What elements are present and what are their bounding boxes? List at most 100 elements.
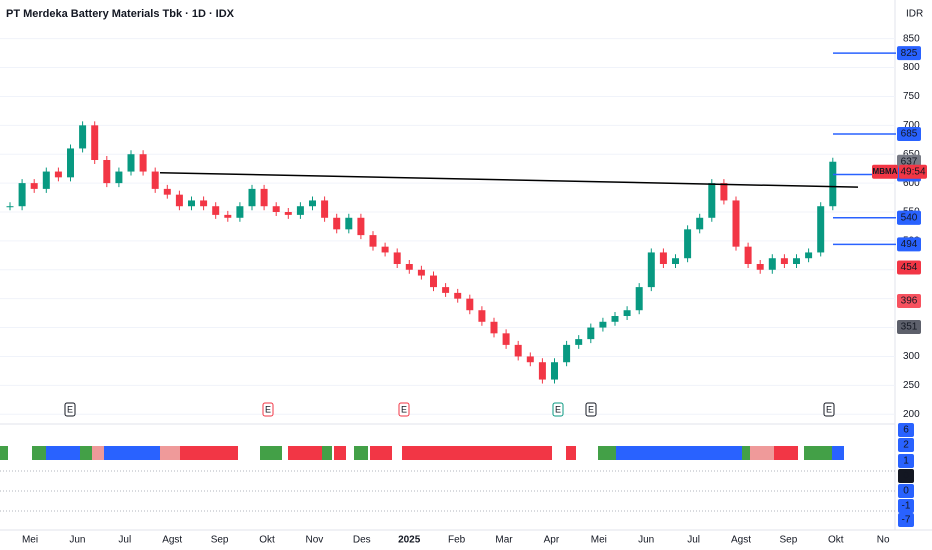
- candle: [357, 217, 365, 236]
- strip-segment: [598, 446, 616, 460]
- candle: [563, 344, 571, 363]
- candle: [115, 171, 123, 184]
- x-tick-label: Mei: [591, 535, 607, 546]
- oscillator-label-box: [898, 438, 914, 452]
- candle: [381, 246, 389, 253]
- candle: [393, 252, 401, 264]
- earnings-marker: E: [555, 404, 561, 414]
- candle: [212, 206, 220, 215]
- oscillator-label-box: [898, 499, 914, 513]
- candle: [296, 206, 304, 215]
- candle: [817, 206, 825, 253]
- oscillator-label-box: [898, 423, 914, 437]
- oscillator-label-box: [898, 484, 914, 498]
- oscillator-label: -1: [902, 501, 911, 512]
- candle: [672, 258, 679, 264]
- candle: [466, 298, 474, 311]
- candle: [514, 344, 522, 357]
- candle: [502, 333, 510, 345]
- earnings-marker: E: [67, 404, 73, 414]
- candle: [248, 188, 256, 207]
- strip-segment: [288, 446, 322, 460]
- candle: [151, 171, 159, 189]
- strip-segment: [32, 446, 46, 460]
- candle: [829, 161, 837, 207]
- x-tick-label: Sep: [211, 535, 229, 546]
- earnings-marker-box: [64, 402, 76, 417]
- x-tick-label: Jun: [638, 535, 654, 546]
- candle: [611, 316, 619, 322]
- candle: [551, 362, 558, 380]
- x-tick-label: No: [877, 535, 890, 546]
- candle: [623, 310, 631, 316]
- candle: [793, 258, 800, 264]
- x-tick-label: Agst: [731, 535, 751, 546]
- price-label: 540: [901, 212, 918, 223]
- earnings-marker: E: [826, 404, 832, 414]
- indicator-strip: [0, 446, 844, 460]
- candle: [18, 183, 26, 207]
- x-tick-label: Mar: [495, 535, 513, 546]
- strip-segment: [322, 446, 332, 460]
- price-label: 351: [901, 322, 918, 333]
- candle: [805, 252, 813, 259]
- candle: [260, 188, 268, 207]
- x-tick-label: Agst: [162, 535, 182, 546]
- candle: [91, 125, 99, 160]
- oscillator-label: 6: [903, 425, 909, 436]
- oscillator-label-box: [898, 454, 914, 468]
- candle: [756, 264, 764, 270]
- candle: [647, 252, 655, 288]
- price-label: 494: [901, 239, 918, 250]
- price-label: 825: [901, 48, 918, 59]
- candle: [659, 252, 667, 264]
- candle: [405, 264, 413, 270]
- candle: [163, 188, 171, 195]
- x-tick-label: Jul: [687, 535, 700, 546]
- candle: [780, 258, 788, 264]
- strip-segment: [370, 446, 392, 460]
- candle: [635, 287, 643, 311]
- price-label-box: [897, 319, 921, 334]
- candle: [284, 212, 292, 215]
- strip-segment: [566, 446, 576, 460]
- candle: [272, 206, 280, 212]
- strip-segment: [160, 446, 180, 460]
- candle: [720, 183, 728, 201]
- price-label: 637: [901, 156, 918, 167]
- price-label: 396: [901, 296, 918, 307]
- candle: [430, 275, 437, 288]
- earnings-marker-box: [585, 402, 597, 417]
- strip-segment: [804, 446, 832, 460]
- x-tick-label: Mei: [22, 535, 38, 546]
- price-label-box: [897, 237, 921, 252]
- x-tick-label: Nov: [306, 535, 324, 546]
- x-tick-label: Okt: [259, 535, 275, 546]
- price-label-box: [897, 293, 921, 308]
- x-tick-label: Jul: [118, 535, 131, 546]
- y-tick-label: 250: [903, 380, 920, 391]
- strip-segment: [354, 446, 368, 460]
- oscillator-label-box: [898, 469, 914, 483]
- currency: IDR: [906, 9, 923, 20]
- x-tick-label: Okt: [828, 535, 844, 546]
- countdown: 49:54: [900, 166, 925, 177]
- price-label-box: [897, 260, 921, 275]
- chart-title: PT Merdeka Battery Materials Tbk · 1D · …: [6, 8, 235, 20]
- trendline: [159, 171, 859, 188]
- strip-segment: [92, 446, 104, 460]
- x-tick-label: Des: [353, 535, 371, 546]
- strip-segment: [0, 446, 8, 460]
- candle: [708, 183, 716, 218]
- candle: [188, 200, 195, 207]
- symbol-badge: MBMA: [873, 167, 898, 176]
- countdown-box: [899, 164, 927, 179]
- candle: [345, 217, 353, 230]
- candle: [575, 339, 583, 345]
- candle: [478, 310, 486, 322]
- strip-segment: [180, 446, 238, 460]
- earnings-marker: E: [588, 404, 594, 414]
- strip-segment: [104, 446, 160, 460]
- oscillator-label: 0: [903, 486, 909, 497]
- price-label-box: [897, 210, 921, 225]
